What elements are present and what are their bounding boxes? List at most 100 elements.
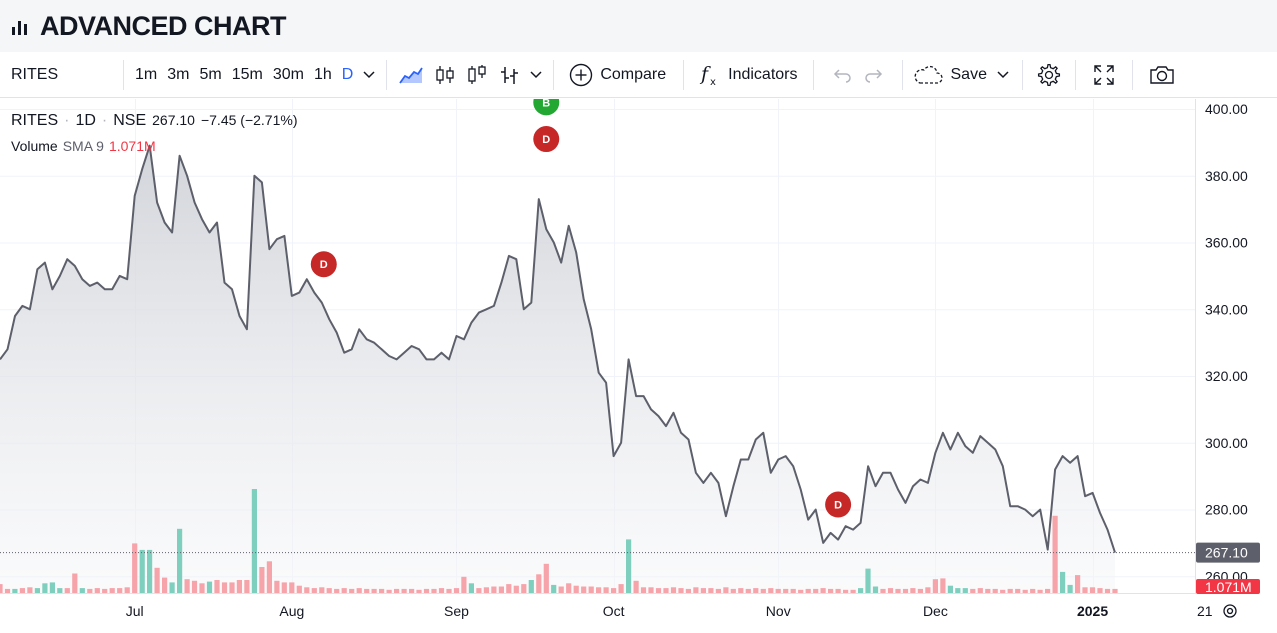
axis-settings-button[interactable] xyxy=(1223,604,1237,618)
time-axis[interactable]: Jul Aug Sep Oct Nov Dec 2025 21 xyxy=(0,593,1277,633)
volume-bar xyxy=(925,587,931,593)
volume-bar xyxy=(805,588,811,593)
snapshot-button[interactable] xyxy=(1143,60,1181,90)
save-dropdown-button[interactable] xyxy=(992,60,1014,90)
time-tick-label: 21 xyxy=(1197,603,1213,619)
volume-bar xyxy=(955,588,961,593)
chart-type-dropdown-button[interactable] xyxy=(525,60,547,90)
title-bar: ADVANCED CHART xyxy=(0,0,1277,52)
volume-bar xyxy=(663,588,669,593)
volume-bar xyxy=(259,567,265,593)
volume-bar xyxy=(79,588,85,593)
price-tick-labels: 400.00 380.00 360.00 340.00 320.00 300.00 280.… xyxy=(1205,101,1248,584)
interval-1m-button[interactable]: 1m xyxy=(135,65,158,83)
marker-dividend-icon xyxy=(533,126,560,153)
price-axis[interactable]: 400.00 380.00 360.00 340.00 320.00 300.00 280.… xyxy=(1195,99,1277,633)
interval-30m-button[interactable]: 30m xyxy=(272,65,304,83)
candles-chart-button[interactable] xyxy=(429,60,461,90)
volume-bar xyxy=(790,588,796,593)
volume-bar xyxy=(12,588,18,593)
compare-button[interactable]: Compare xyxy=(564,60,671,90)
chart-type-group xyxy=(387,59,555,90)
volume-bar xyxy=(304,587,310,593)
chevron-down-icon xyxy=(363,70,375,78)
volume-bar xyxy=(558,586,564,593)
volume-bar xyxy=(64,588,70,593)
symbol-label: RITES xyxy=(11,65,59,83)
last-price-tag: 267.10 xyxy=(1196,542,1260,563)
area-chart-button[interactable] xyxy=(393,60,429,90)
time-tick-label: Aug xyxy=(279,603,304,619)
volume-bar xyxy=(611,588,617,593)
last-volume-tag-label: 1.071M xyxy=(1205,579,1252,595)
volume-bar xyxy=(438,588,445,593)
legend-separator: · xyxy=(64,112,70,129)
indicators-group: f x Indicators xyxy=(684,59,814,90)
gear-icon-center xyxy=(1226,607,1234,615)
interval-3m-button[interactable]: 3m xyxy=(167,65,190,83)
volume-bar xyxy=(872,586,879,593)
volume-bar xyxy=(289,582,295,593)
marker-dividend-icon xyxy=(825,491,852,518)
time-tick-label: Dec xyxy=(923,603,948,619)
volume-bar xyxy=(446,588,452,593)
volume-bar xyxy=(932,579,938,593)
legend-sma-label: SMA 9 xyxy=(62,138,104,154)
volume-bar xyxy=(603,587,609,593)
settings-button[interactable] xyxy=(1031,60,1067,90)
volume-bar xyxy=(162,577,168,593)
volume-bar xyxy=(895,588,901,593)
legend-volume-row: Volume SMA 9 1.071M xyxy=(11,138,297,154)
price-area-fill xyxy=(0,145,1115,593)
fullscreen-button[interactable] xyxy=(1088,60,1120,90)
volume-bar xyxy=(723,587,729,593)
volume-bar xyxy=(274,580,280,593)
volume-bars xyxy=(0,489,1118,594)
chart-area[interactable]: D B D D 400.00 380.00 360.00 340.00 320.00 300.0… xyxy=(0,99,1277,633)
interval-dropdown-button[interactable] xyxy=(358,60,380,90)
volume-bar xyxy=(962,588,968,593)
symbol-search-button[interactable]: RITES xyxy=(0,59,124,90)
legend-symbol[interactable]: RITES xyxy=(11,112,59,129)
fullscreen-icon xyxy=(1094,64,1114,85)
hollow-candles-button[interactable] xyxy=(461,60,493,90)
volume-bar xyxy=(177,528,183,593)
save-label: Save xyxy=(950,65,987,83)
redo-button[interactable] xyxy=(858,60,888,90)
indicators-button[interactable]: f x Indicators xyxy=(694,60,802,90)
volume-bar xyxy=(49,582,55,593)
volume-bar xyxy=(828,588,834,593)
price-tick-label: 380.00 xyxy=(1205,168,1248,184)
marker-letter: D xyxy=(542,134,550,146)
chevron-down-icon xyxy=(997,70,1009,78)
volume-bar xyxy=(1022,589,1028,594)
volume-bar xyxy=(798,589,804,594)
bars-chart-button[interactable] xyxy=(493,60,525,90)
price-tick-label: 400.00 xyxy=(1205,101,1248,117)
time-tick-label: 2025 xyxy=(1077,603,1108,619)
event-markers: D B D D xyxy=(310,99,852,518)
interval-5m-button[interactable]: 5m xyxy=(199,65,222,83)
save-button[interactable]: Save xyxy=(907,60,992,90)
last-volume-tag-bg xyxy=(1196,579,1260,594)
time-tick-label: Jul xyxy=(126,603,144,619)
legend-separator: · xyxy=(101,112,108,129)
volume-bar xyxy=(633,580,639,593)
volume-bar xyxy=(1015,588,1021,593)
volume-bar xyxy=(296,585,302,593)
interval-d-button[interactable]: D xyxy=(341,65,354,83)
volume-bar xyxy=(199,583,205,593)
interval-15m-button[interactable]: 15m xyxy=(231,65,263,83)
legend-volume-value: 1.071M xyxy=(108,138,156,154)
volume-bar xyxy=(655,588,662,593)
volume-bar xyxy=(311,588,317,593)
area-chart-icon xyxy=(399,67,424,84)
volume-bar xyxy=(738,588,744,593)
price-chart[interactable]: D B D D 400.00 380.00 360.00 340.00 320.00 300.0… xyxy=(0,99,1277,633)
volume-bar xyxy=(775,588,781,593)
price-tick-label: 300.00 xyxy=(1205,435,1248,451)
interval-1h-button[interactable]: 1h xyxy=(313,65,332,83)
undo-button[interactable] xyxy=(828,60,858,90)
volume-bar xyxy=(970,588,976,593)
volume-bar xyxy=(132,543,138,593)
